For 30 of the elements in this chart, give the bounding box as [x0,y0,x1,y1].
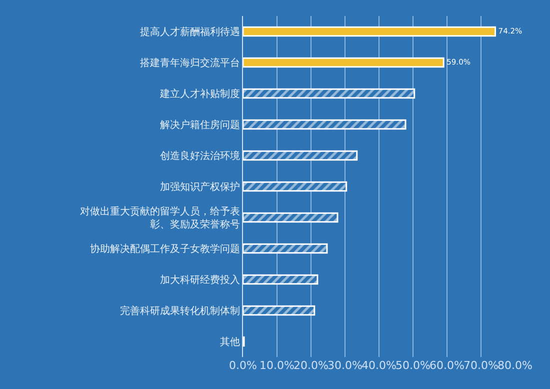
y-tick-label: 搭建青年海归交流平台 [140,57,240,69]
x-tick-label: 0.0% [229,359,257,372]
bar [243,212,338,223]
x-tick-label: 80.0% [498,359,532,372]
x-tick-label: 10.0% [260,359,294,372]
bar [243,88,416,99]
y-tick-label: 完善科研成果转化机制体制 [120,305,240,317]
x-tick-label: 60.0% [430,359,464,372]
y-tick-label: 其他 [220,336,240,348]
bar [243,150,358,161]
x-tick-label: 30.0% [328,359,362,372]
bar [243,26,496,37]
x-tick-label: 50.0% [396,359,430,372]
y-tick-label: 解决户籍住房问题 [160,119,240,131]
bar [243,305,316,316]
x-tick-label: 20.0% [294,359,328,372]
bar [243,274,318,285]
bar [243,243,328,254]
y-tick-label: 加大科研经费投入 [160,274,240,286]
y-tick-label: 创造良好法治环境 [160,150,240,162]
y-tick-label: 建立人才补贴制度 [159,88,240,100]
bar [243,181,348,192]
y-tick-label: 提高人才薪酬福利待遇 [140,26,240,38]
bar [243,57,444,68]
y-tick-label: 加强知识产权保护 [160,181,240,193]
y-tick-label: 对做出重大贡献的留学人员，给予表彰、奖励及荣誉称号 [80,206,240,230]
x-tick-label: 70.0% [464,359,498,372]
bar [243,119,406,130]
x-tick-label: 40.0% [362,359,396,372]
y-tick-label: 协助解决配偶工作及子女教学问题 [90,243,240,255]
